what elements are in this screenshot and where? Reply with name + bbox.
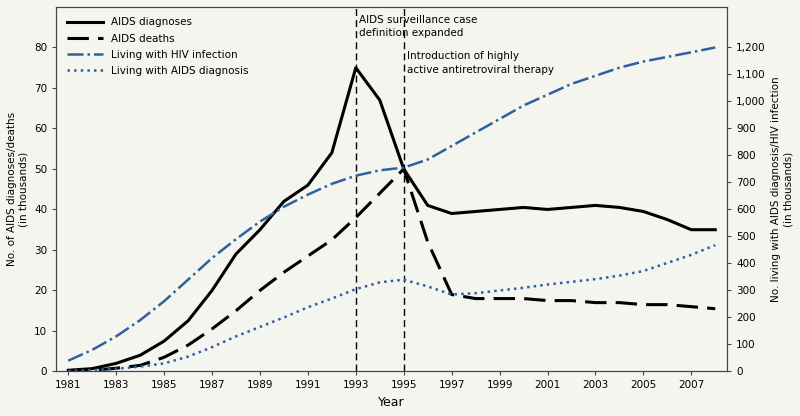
Legend: AIDS diagnoses, AIDS deaths, Living with HIV infection, Living with AIDS diagnos: AIDS diagnoses, AIDS deaths, Living with… (62, 12, 254, 81)
Y-axis label: No. living with AIDS diagnosis/HIV infection
(in thousands): No. living with AIDS diagnosis/HIV infec… (771, 77, 793, 302)
Text: AIDS surveillance case
definition expanded: AIDS surveillance case definition expand… (359, 15, 478, 38)
X-axis label: Year: Year (378, 396, 405, 409)
Text: Introduction of highly
active antiretroviral therapy: Introduction of highly active antiretrov… (407, 52, 554, 75)
Y-axis label: No. of AIDS diagnoses/deaths
(in thousands): No. of AIDS diagnoses/deaths (in thousan… (7, 112, 29, 266)
